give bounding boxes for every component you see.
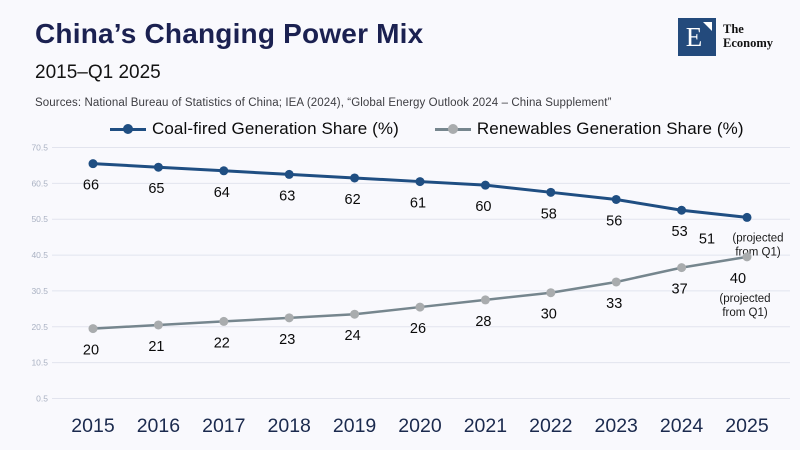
page-title: China’s Changing Power Mix	[35, 18, 424, 49]
renewables-projected-note: (projected	[719, 293, 770, 305]
renewables-point	[350, 309, 360, 319]
renewables-line	[91, 255, 749, 330]
x-axis-label: 2020	[398, 415, 442, 437]
coal-point	[88, 159, 98, 169]
x-axis-label: 2019	[333, 415, 376, 437]
x-axis-label: 2023	[595, 415, 638, 437]
coal-data-label: 56	[606, 213, 622, 229]
coal-point	[350, 173, 360, 183]
renewables-point	[219, 316, 229, 326]
y-tick-label: 0.5	[36, 393, 48, 403]
renewables-point	[742, 252, 752, 262]
renewables-point	[415, 302, 425, 312]
coal-data-label: 66	[83, 178, 99, 194]
renewables-data-label: 40	[730, 271, 746, 287]
renewables-point	[611, 277, 621, 287]
renewables-projected-note: from Q1)	[722, 307, 768, 319]
y-tick-label: 70.5	[31, 143, 48, 153]
coal-data-label: 53	[672, 224, 688, 240]
coal-point	[415, 177, 425, 187]
y-tick-label: 60.5	[31, 178, 48, 188]
coal-data-label: 62	[345, 192, 361, 208]
coal-point	[742, 212, 752, 222]
coal-point	[546, 187, 556, 197]
renewables-data-label: 21	[148, 339, 164, 355]
renewables-data-label: 20	[83, 343, 99, 359]
coal-data-label: 58	[541, 206, 557, 222]
coal-point	[219, 166, 229, 176]
renewables-data-label: 33	[606, 296, 622, 312]
sources-note: Sources: National Bureau of Statistics o…	[35, 97, 612, 109]
logo: E The Economy	[678, 18, 773, 56]
renewables-point	[284, 313, 294, 323]
logo-monogram: E	[685, 22, 703, 52]
coal-legend-marker-icon	[110, 124, 146, 134]
x-axis-label: 2018	[268, 415, 311, 437]
line-chart: 70.5 60.5 50.5 40.5 30.5 20.5 10.5 0.5 2015 2016 2…	[31, 143, 790, 437]
coal-data-label: 65	[148, 181, 164, 197]
coal-point	[480, 180, 490, 190]
legend-item-renewables: Renewables Generation Share (%)	[434, 119, 744, 139]
y-tick-label: 20.5	[31, 322, 48, 332]
legend-item-coal: Coal-fired Generation Share (%)	[110, 119, 399, 139]
renewables-data-label: 23	[279, 332, 295, 348]
y-tick-label: 10.5	[31, 358, 48, 368]
legend-label-coal: Coal-fired Generation Share (%)	[152, 119, 399, 138]
x-axis-label: 2017	[202, 415, 245, 437]
coal-data-label: 51	[699, 231, 715, 247]
renewables-data-label: 28	[475, 314, 491, 330]
renewables-point	[677, 263, 687, 273]
renewables-data-label: 37	[672, 282, 688, 298]
coal-projected-note: (projected	[732, 232, 783, 244]
renewables-legend-marker-icon	[434, 124, 471, 134]
renewables-data-label: 30	[541, 307, 557, 323]
x-axis-label: 2021	[464, 415, 507, 437]
renewables-data-label: 26	[410, 321, 426, 337]
legend-label-renewables: Renewables Generation Share (%)	[476, 119, 744, 138]
coal-point	[153, 162, 163, 172]
renewables-point	[153, 320, 163, 330]
x-axis-label: 2015	[71, 415, 115, 437]
renewables-point	[480, 295, 490, 305]
logo-tick-icon	[703, 22, 712, 31]
renewables-data-label: 22	[214, 335, 230, 351]
coal-point	[677, 205, 687, 215]
y-tick-label: 50.5	[31, 214, 48, 224]
coal-data-label: 61	[410, 196, 426, 212]
coal-point	[611, 194, 621, 204]
logo-wordmark: The Economy	[723, 18, 773, 51]
logo-wordmark-line2: Economy	[723, 36, 773, 51]
page-subtitle: 2015–Q1 2025	[35, 62, 161, 83]
coal-point	[284, 169, 294, 179]
logo-monogram-square: E	[678, 18, 716, 56]
x-axis-label: 2024	[660, 415, 704, 437]
coal-data-label: 64	[214, 185, 230, 201]
x-axis-label: 2025	[725, 415, 769, 437]
y-tick-label: 30.5	[31, 286, 48, 296]
logo-wordmark-line1: The	[723, 22, 744, 36]
x-axis-label: 2016	[137, 415, 180, 437]
y-tick-label: 40.5	[31, 250, 48, 260]
renewables-point	[88, 324, 98, 334]
coal-data-label: 63	[279, 188, 295, 204]
renewables-point	[546, 288, 556, 298]
coal-data-label: 60	[475, 199, 491, 215]
chart-legend: Coal-fired Generation Share (%) Renewabl…	[110, 119, 744, 139]
x-axis-label: 2022	[529, 415, 572, 437]
renewables-data-label: 24	[345, 328, 361, 344]
